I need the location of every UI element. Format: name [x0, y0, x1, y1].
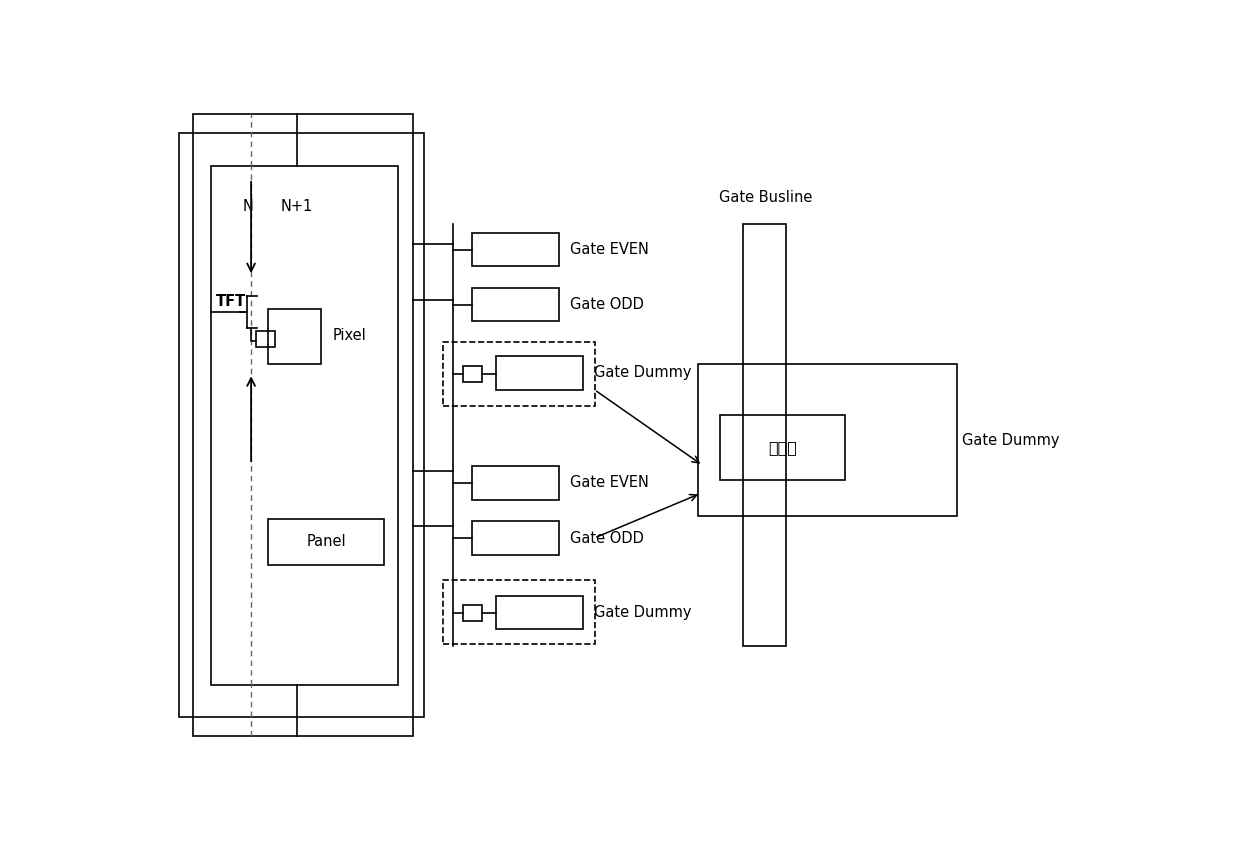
Bar: [698, 364, 957, 516]
Text: 半导体: 半导体: [768, 440, 797, 456]
Bar: [720, 415, 844, 480]
Text: TFT: TFT: [216, 294, 246, 308]
Text: N+1: N+1: [281, 200, 314, 215]
Bar: [463, 605, 481, 621]
Bar: [496, 356, 583, 390]
Bar: [268, 308, 321, 364]
Text: Panel: Panel: [306, 535, 346, 550]
Text: Gate EVEN: Gate EVEN: [570, 476, 649, 490]
Text: N: N: [243, 200, 254, 215]
Bar: [472, 232, 558, 266]
Bar: [743, 224, 786, 646]
Text: Gate Dummy: Gate Dummy: [594, 605, 692, 620]
Text: Pixel: Pixel: [332, 328, 367, 344]
Bar: [472, 288, 558, 322]
Text: Gate Dummy: Gate Dummy: [594, 365, 692, 381]
Bar: [444, 580, 595, 643]
Text: Gate EVEN: Gate EVEN: [570, 242, 649, 257]
Text: Gate Dummy: Gate Dummy: [962, 433, 1060, 448]
Bar: [496, 596, 583, 630]
Text: Gate ODD: Gate ODD: [570, 530, 644, 546]
Bar: [472, 466, 558, 500]
Bar: [179, 133, 424, 717]
Bar: [255, 331, 275, 348]
Bar: [472, 521, 558, 555]
Bar: [193, 114, 413, 737]
Bar: [268, 520, 383, 565]
Bar: [211, 166, 398, 685]
Bar: [463, 366, 481, 382]
Text: Gate ODD: Gate ODD: [570, 297, 644, 312]
Text: Gate Busline: Gate Busline: [718, 189, 812, 205]
Bar: [444, 342, 595, 406]
